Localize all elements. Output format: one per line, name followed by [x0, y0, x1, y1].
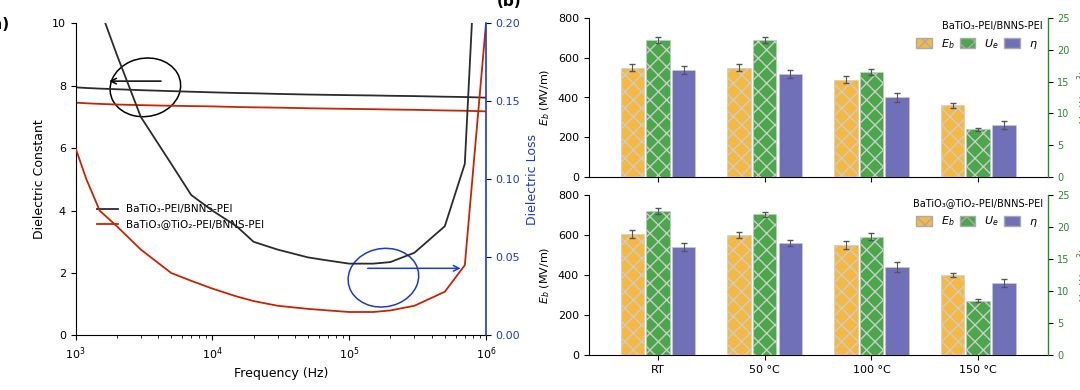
Text: (a): (a) — [0, 17, 10, 32]
Bar — [727, 235, 751, 355]
Legend: BaTiO₃-PEI/BNNS-PEI, BaTiO₃@TiO₂-PEI/BNNS-PEI: BaTiO₃-PEI/BNNS-PEI, BaTiO₃@TiO₂-PEI/BNN… — [93, 200, 269, 234]
Bar — [753, 214, 777, 355]
Bar — [860, 72, 883, 177]
Legend: $E_b$, $U_e$, $\eta$: $E_b$, $U_e$, $\eta$ — [912, 210, 1042, 233]
Bar — [646, 40, 670, 177]
Bar — [834, 80, 858, 177]
Bar — [727, 67, 751, 177]
Bar — [941, 105, 964, 177]
Bar — [753, 40, 777, 177]
Bar — [672, 247, 696, 355]
Y-axis label: $U_e$ (J/cm$^3$): $U_e$ (J/cm$^3$) — [1076, 247, 1080, 303]
Y-axis label: $U_e$ (J/cm$^3$): $U_e$ (J/cm$^3$) — [1076, 69, 1080, 126]
Bar — [860, 237, 883, 355]
Bar — [834, 245, 858, 355]
Text: BaTiO₃-PEI/BNNS-PEI: BaTiO₃-PEI/BNNS-PEI — [943, 21, 1043, 31]
Bar — [672, 69, 696, 177]
Bar — [886, 267, 909, 355]
Bar — [779, 73, 802, 177]
Text: (b): (b) — [497, 0, 522, 9]
Bar — [941, 275, 964, 355]
Y-axis label: Dielectric Constant: Dielectric Constant — [33, 119, 46, 239]
Bar — [621, 67, 644, 177]
Legend: $E_b$, $U_e$, $\eta$: $E_b$, $U_e$, $\eta$ — [912, 33, 1042, 56]
Bar — [967, 129, 990, 177]
Y-axis label: Dielectric Loss: Dielectric Loss — [526, 134, 539, 225]
Bar — [993, 126, 1015, 177]
Bar — [886, 98, 909, 177]
Bar — [646, 211, 670, 355]
Bar — [993, 283, 1015, 355]
Bar — [967, 301, 990, 355]
Bar — [779, 243, 802, 355]
Bar — [621, 234, 644, 355]
Text: BaTiO₃@TiO₂-PEI/BNNS-PEI: BaTiO₃@TiO₂-PEI/BNNS-PEI — [913, 198, 1043, 208]
Y-axis label: $E_b$ (MV/m): $E_b$ (MV/m) — [539, 246, 552, 304]
Y-axis label: $E_b$ (MV/m): $E_b$ (MV/m) — [539, 69, 552, 126]
X-axis label: Frequency (Hz): Frequency (Hz) — [233, 367, 328, 380]
